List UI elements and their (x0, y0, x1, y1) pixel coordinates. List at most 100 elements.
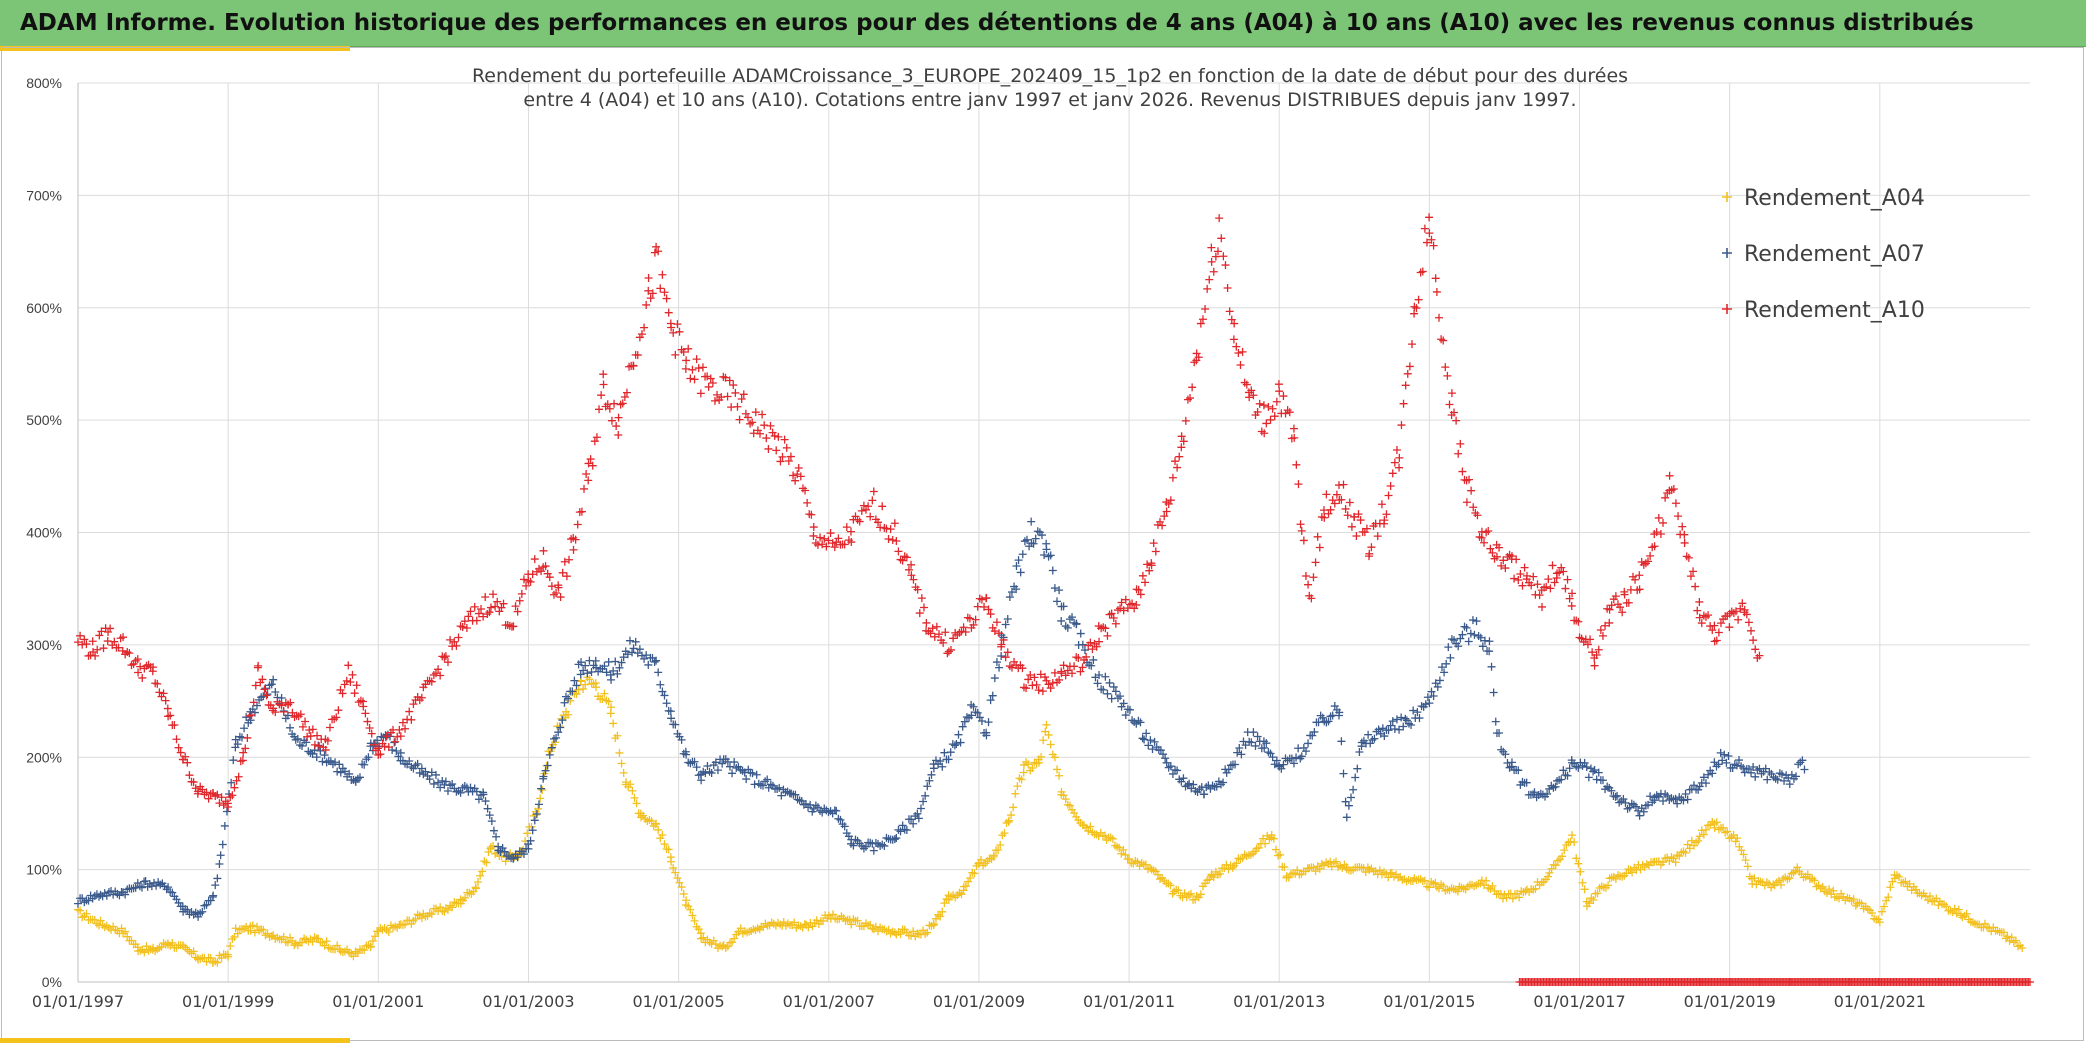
data-point (1485, 647, 1494, 656)
data-point (1003, 648, 1012, 657)
data-point (609, 666, 618, 675)
data-point (1207, 257, 1216, 266)
data-point (1880, 902, 1889, 911)
data-point (1351, 773, 1360, 782)
data-point (474, 877, 483, 886)
data-point (1435, 676, 1444, 685)
data-point (597, 391, 606, 400)
data-point (322, 937, 331, 946)
data-point (967, 711, 976, 720)
data-point (373, 736, 382, 745)
data-point (874, 518, 883, 527)
data-point (1622, 869, 1631, 878)
series-rendement-a10-zero- (1515, 978, 2034, 986)
data-point (1216, 869, 1225, 878)
data-point (611, 657, 620, 666)
data-point (1046, 684, 1055, 693)
data-point (1320, 513, 1329, 522)
data-point (888, 536, 897, 545)
data-point (261, 684, 270, 693)
data-point (217, 793, 226, 802)
data-point (1572, 854, 1581, 863)
data-point (809, 523, 818, 532)
data-point (1121, 711, 1130, 720)
data-point (183, 945, 192, 954)
data-point (1089, 655, 1098, 664)
data-point (1590, 766, 1599, 775)
data-point (1397, 713, 1406, 722)
data-point (1682, 552, 1691, 561)
data-point (816, 533, 825, 542)
data-point (547, 743, 556, 752)
data-point (1175, 452, 1184, 461)
data-point (1390, 458, 1399, 467)
data-point (1686, 572, 1695, 581)
data-point (543, 761, 552, 770)
data-point (1156, 875, 1165, 884)
data-point (1308, 731, 1317, 740)
data-point (1592, 651, 1601, 660)
data-point (995, 629, 1004, 638)
data-point (1773, 775, 1782, 784)
data-point (1453, 887, 1462, 896)
data-point (625, 362, 634, 371)
data-point (607, 675, 616, 684)
data-point (1145, 566, 1154, 575)
data-point (866, 920, 875, 929)
data-point (364, 753, 373, 762)
data-point (1307, 594, 1316, 603)
data-point (376, 750, 385, 759)
data-point (1999, 928, 2008, 937)
data-point (1747, 626, 1756, 635)
data-point (1260, 743, 1269, 752)
data-point (283, 938, 292, 947)
data-point (1229, 335, 1238, 344)
data-point (654, 668, 663, 677)
data-point (762, 434, 771, 443)
data-point (476, 871, 485, 880)
data-point (1877, 907, 1886, 916)
chart-frame (1, 47, 2084, 1041)
data-point (755, 429, 764, 438)
data-point (462, 624, 471, 633)
data-point (1584, 773, 1593, 782)
data-point (956, 738, 965, 747)
data-point (1565, 594, 1574, 603)
data-point (952, 740, 961, 749)
data-point (1720, 750, 1729, 759)
data-point (570, 676, 579, 685)
data-point (607, 703, 616, 712)
data-point (1708, 769, 1717, 778)
data-point (136, 662, 145, 671)
data-point (333, 767, 342, 776)
data-point (617, 658, 626, 667)
data-point (940, 899, 949, 908)
data-point (1413, 708, 1422, 717)
data-point (1386, 481, 1395, 490)
data-point (1750, 874, 1759, 883)
data-point (1235, 744, 1244, 753)
data-point (929, 764, 938, 773)
data-point (526, 836, 535, 845)
data-point (927, 770, 936, 779)
data-point (1763, 775, 1772, 784)
data-point (2007, 933, 2016, 942)
data-point (1472, 881, 1481, 890)
data-point (1009, 803, 1018, 812)
data-point (1704, 770, 1713, 779)
data-point (708, 378, 717, 387)
data-point (1418, 267, 1427, 276)
data-point (830, 543, 839, 552)
data-point (434, 665, 443, 674)
data-point (909, 927, 918, 936)
data-point (350, 689, 359, 698)
data-point (1555, 568, 1564, 577)
data-point (707, 768, 716, 777)
data-point (1547, 864, 1556, 873)
data-point (1429, 692, 1438, 701)
x-tick-label: 01/01/1999 (182, 992, 274, 1011)
data-point (658, 687, 667, 696)
data-point (706, 374, 715, 383)
data-point (1341, 797, 1350, 806)
data-point (1342, 813, 1351, 822)
